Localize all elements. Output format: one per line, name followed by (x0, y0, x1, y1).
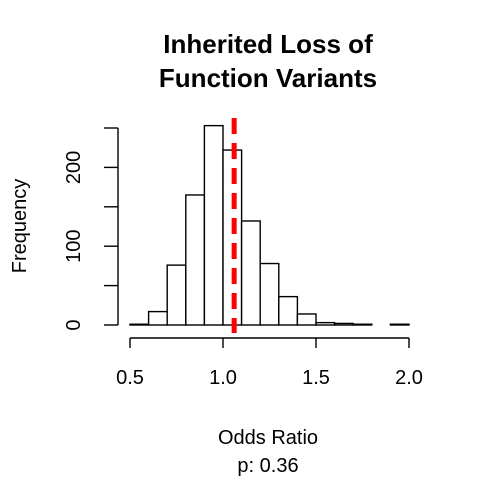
histogram-bar-1 (147, 310, 168, 326)
histogram-bar-7 (259, 262, 280, 326)
histogram-bar-0 (129, 323, 150, 326)
x-tick-label: 1.5 (302, 367, 330, 389)
histogram-bar-9 (296, 313, 317, 326)
y-tick-label: 100 (63, 230, 85, 263)
histogram-bar-14 (389, 323, 410, 326)
chart-title-line-1: Inherited Loss of (163, 29, 373, 59)
histogram-bar-8 (278, 295, 299, 326)
y-axis-label: Frequency (9, 179, 31, 274)
y-tick-label: 200 (63, 151, 85, 184)
histogram-bar-11 (333, 322, 354, 326)
x-tick-label: 2.0 (395, 367, 423, 389)
x-tick-label: 0.5 (116, 367, 144, 389)
y-tick-label: 0 (63, 319, 85, 330)
x-axis-label: Odds Ratio (218, 427, 318, 449)
histogram-bar-6 (240, 220, 261, 326)
histogram-bar-12 (352, 323, 373, 326)
histogram-bar-3 (185, 194, 206, 326)
chart-title-line-2: Function Variants (159, 63, 377, 93)
histogram-bar-2 (166, 264, 187, 326)
x-axis: 0.5 1.0 1.5 2.0 (116, 337, 423, 389)
p-value-label: p: 0.36 (237, 455, 298, 477)
histogram-bars (129, 124, 410, 326)
y-axis: 0 100 200 (63, 127, 119, 331)
x-tick-label: 1.0 (209, 367, 237, 389)
histogram-bar-10 (315, 321, 336, 326)
histogram-bar-4 (203, 124, 224, 326)
